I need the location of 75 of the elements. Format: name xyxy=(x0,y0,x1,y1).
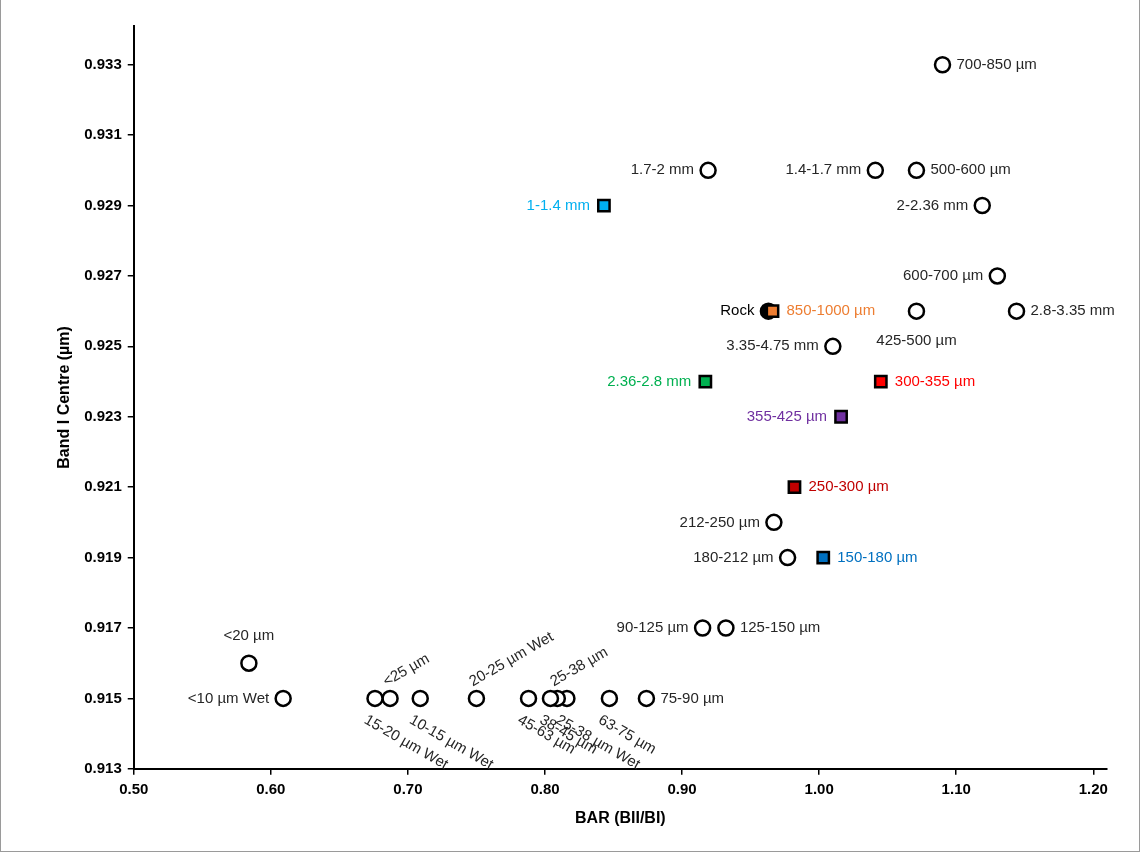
x-tick-label: 1.00 xyxy=(804,779,834,797)
series-label: <10 µm Wet xyxy=(187,688,270,706)
point xyxy=(873,374,888,389)
y-tick-label: 0.933 xyxy=(84,54,122,72)
x-tick-label: 0.70 xyxy=(393,779,423,797)
x-tick-label: 0.50 xyxy=(119,779,149,797)
x-tick-label: 1.10 xyxy=(941,779,971,797)
point xyxy=(699,161,717,180)
point xyxy=(597,198,611,213)
series-label: 212-250 µm xyxy=(679,512,760,530)
y-tick-label: 0.931 xyxy=(84,125,122,143)
point xyxy=(907,161,926,180)
series-label: 355-425 µm xyxy=(746,406,828,424)
point xyxy=(907,302,926,320)
series-label: 425-500 µm xyxy=(876,330,957,348)
point xyxy=(866,161,885,180)
y-tick-label: 0.925 xyxy=(84,336,122,354)
series-label: 125-150 µm xyxy=(739,618,821,636)
y-tick-label: 0.929 xyxy=(84,195,122,213)
series-label: 850-1000 µm xyxy=(786,301,876,319)
series-label: Rock xyxy=(720,301,755,319)
y-tick-label: 0.919 xyxy=(84,547,122,565)
x-tick-label: 0.60 xyxy=(256,779,286,797)
series-label: 600-700 µm xyxy=(902,266,984,284)
series-label: 2.8-3.35 mm xyxy=(1030,301,1115,319)
series-label: 700-850 µm xyxy=(956,54,1037,72)
series-label: 500-600 µm xyxy=(930,160,1011,178)
point xyxy=(933,55,952,74)
y-axis-title: Band I Centre (µm) xyxy=(55,326,73,469)
series-label: 1.7-2 mm xyxy=(630,160,695,178)
point xyxy=(467,689,486,708)
point xyxy=(765,513,783,532)
series-label: 3.35-4.75 mm xyxy=(726,336,819,354)
point xyxy=(366,689,384,708)
text: <25 µm xyxy=(379,649,432,690)
series-label: 1-1.4 mm xyxy=(526,195,590,213)
point xyxy=(834,409,848,424)
series-label: 1.4-1.7 mm xyxy=(785,160,862,178)
point xyxy=(519,689,538,708)
series-label: 90-125 µm xyxy=(616,618,689,636)
y-tick-label: 0.923 xyxy=(84,406,122,424)
point xyxy=(973,196,992,215)
series-label: 250-300 µm xyxy=(808,477,889,495)
point xyxy=(816,550,831,565)
point xyxy=(240,654,258,672)
point xyxy=(381,689,399,708)
x-tick-label: 0.90 xyxy=(667,779,697,797)
y-tick-label: 0.915 xyxy=(84,688,122,706)
series-label: 150-180 µm xyxy=(837,547,918,565)
point xyxy=(411,689,429,708)
series-label: 2-2.36 mm xyxy=(896,195,969,213)
point xyxy=(787,480,802,495)
y-tick-label: 0.927 xyxy=(84,266,122,284)
series-label: 180-212 µm xyxy=(693,547,774,565)
y-tick-label: 0.917 xyxy=(84,618,122,636)
point xyxy=(778,548,797,567)
x-axis-title: BAR (BII/BI) xyxy=(575,808,666,826)
point xyxy=(717,619,735,637)
y-tick-label: 0.921 xyxy=(84,477,122,495)
point xyxy=(541,689,560,708)
point xyxy=(698,374,713,389)
point xyxy=(274,689,292,708)
series-label: 2.36-2.8 mm xyxy=(607,371,692,389)
y-tick-label: 0.913 xyxy=(84,758,122,776)
point xyxy=(988,267,1007,285)
x-tick-label: 1.20 xyxy=(1078,779,1108,797)
point xyxy=(637,689,656,708)
point xyxy=(600,689,619,708)
point xyxy=(824,337,842,356)
series-label: 75-90 µm xyxy=(660,688,725,706)
point xyxy=(693,619,712,637)
series-label: <20 µm xyxy=(223,625,275,643)
point xyxy=(1007,302,1026,320)
series-label: 300-355 µm xyxy=(894,371,976,389)
x-tick-label: 0.80 xyxy=(530,779,560,797)
